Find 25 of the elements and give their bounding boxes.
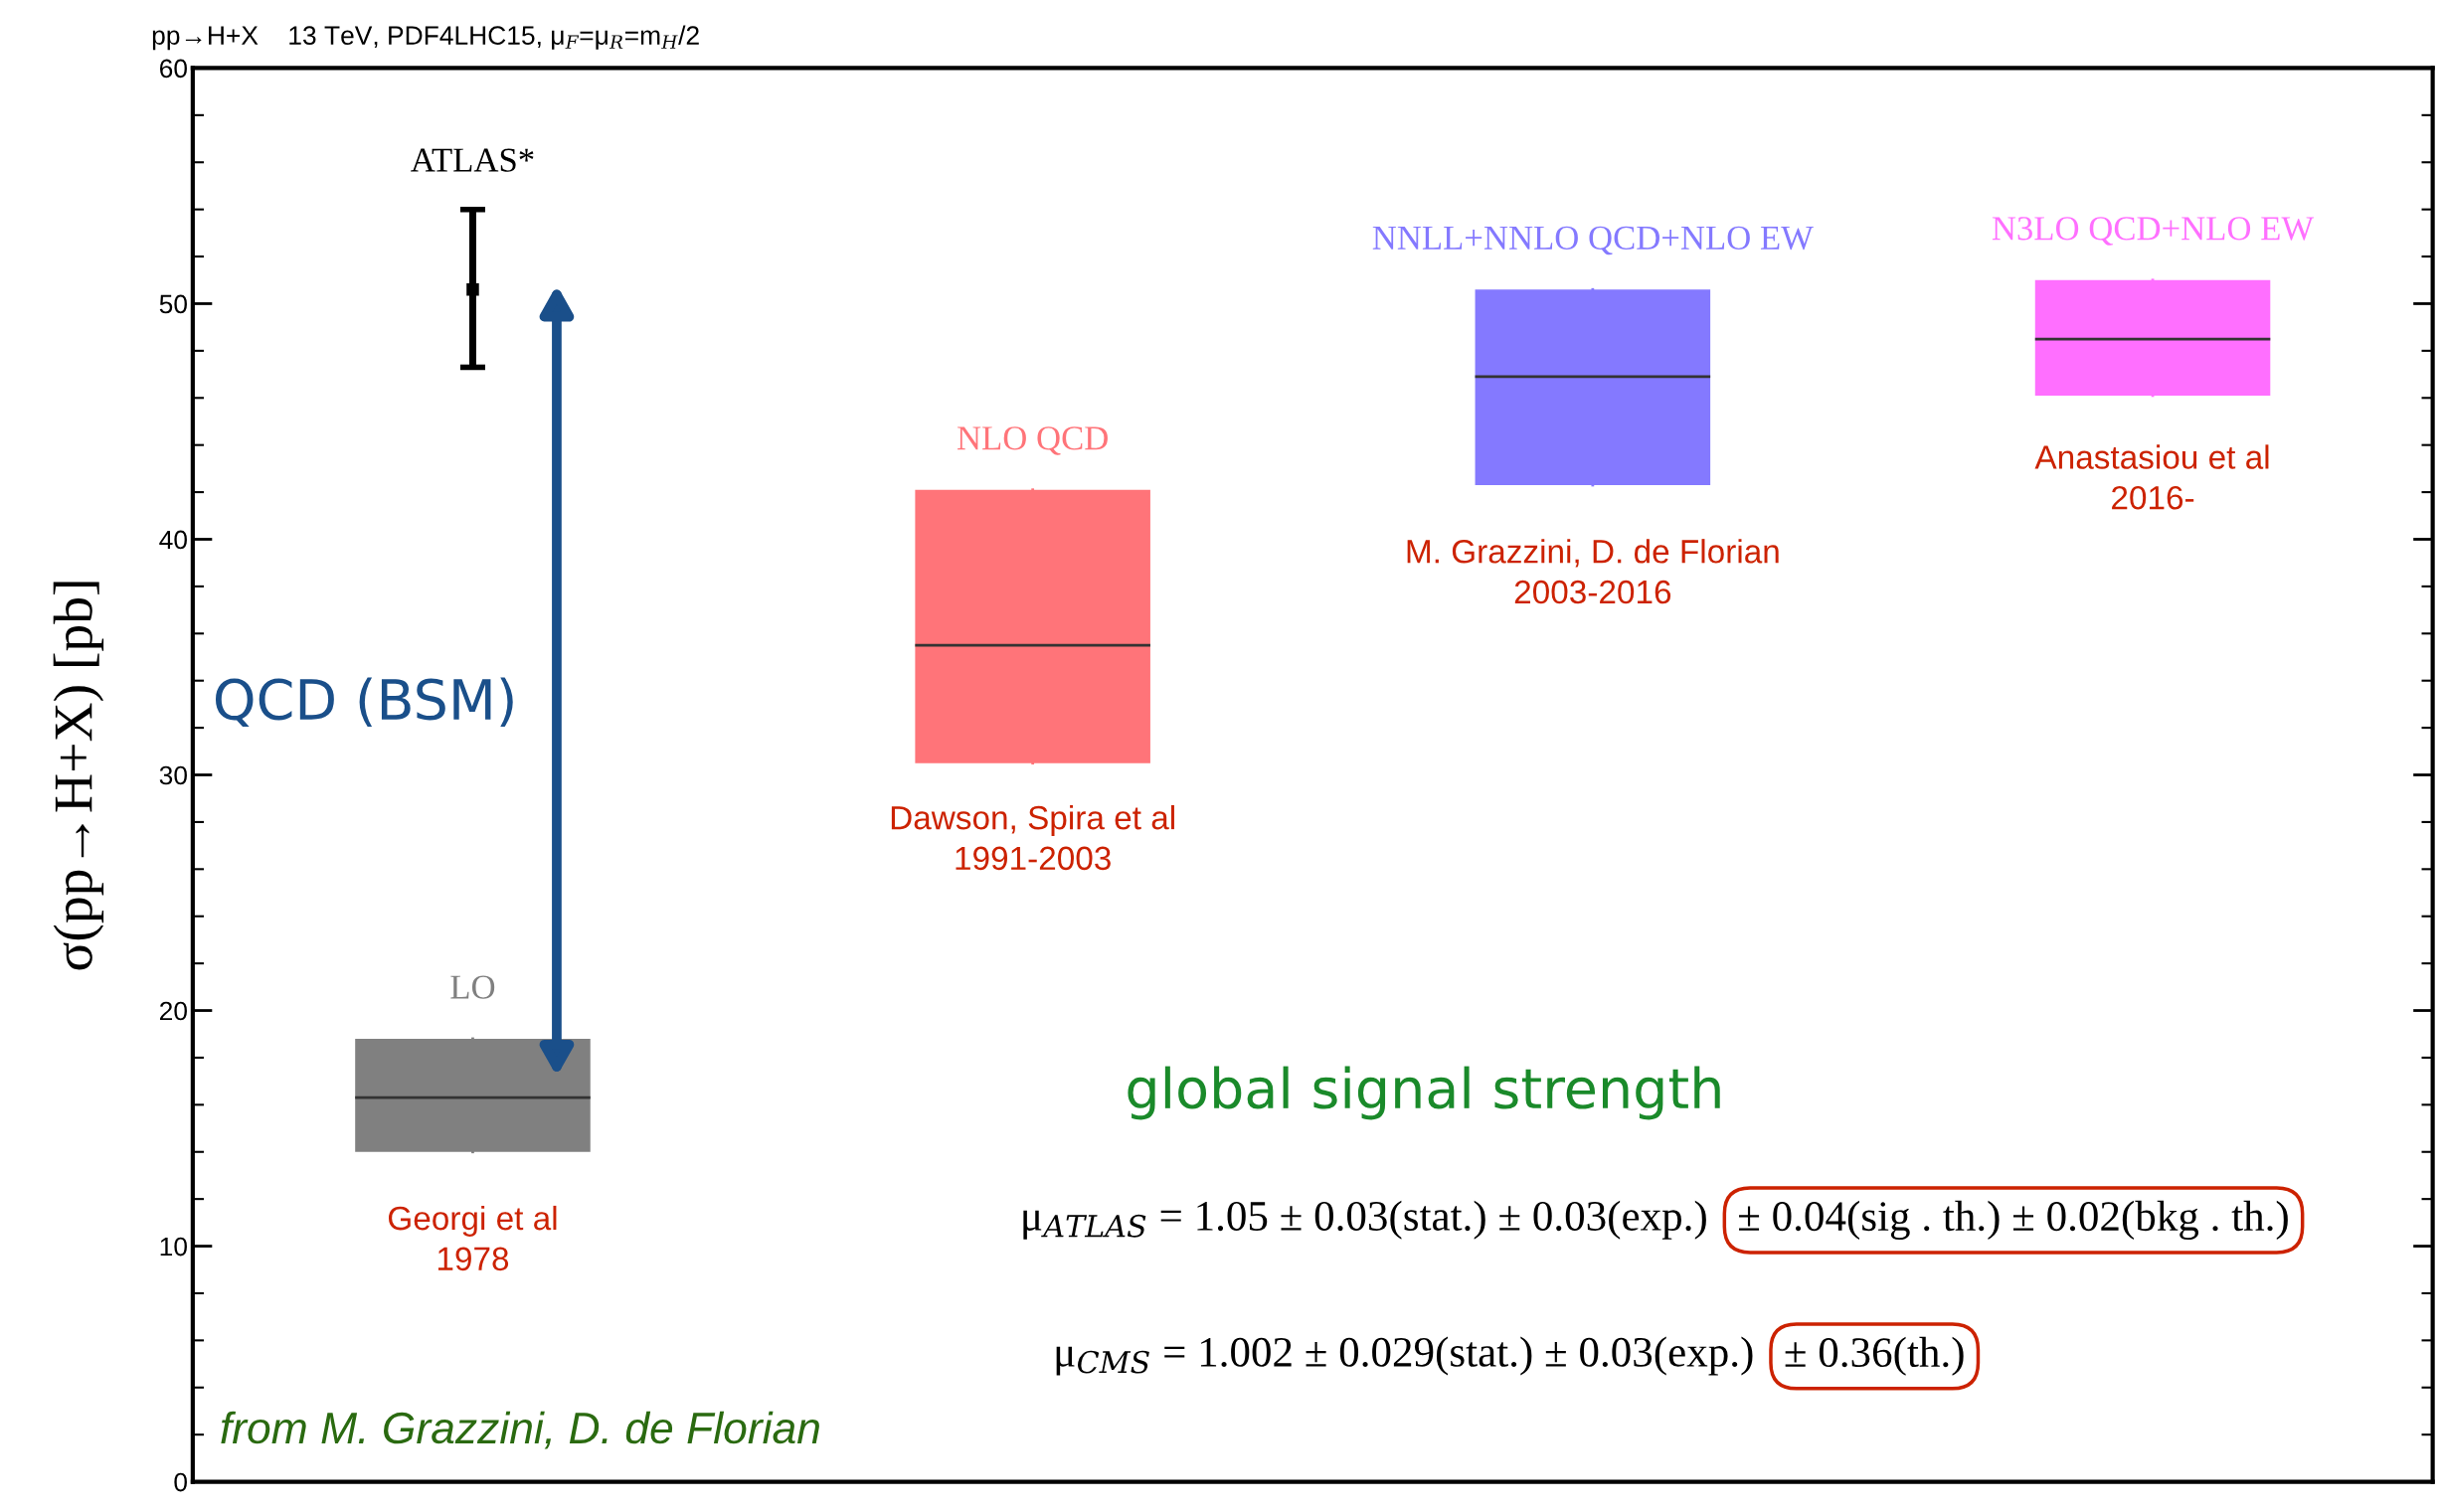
y-tick-label: 30 bbox=[159, 765, 187, 785]
annotation: global signal strength bbox=[1128, 1066, 1720, 1120]
y-axis-title: σ(pp→H+X) [pb] bbox=[53, 582, 104, 970]
series-label: LO bbox=[450, 975, 495, 999]
annotation: QCD (BSM) bbox=[215, 677, 513, 728]
annotation: Anastasiou et al 2016- bbox=[2034, 444, 2269, 510]
annotation: from M. Grazzini, D. de Florian bbox=[221, 1411, 819, 1449]
series-label: NLO QCD bbox=[957, 426, 1108, 455]
y-tick-label: 20 bbox=[159, 1001, 187, 1021]
annotation: μ$_{ATLAS}$ = 1.05 ± 0.03(stat.) ± 0.03(exp.) bbox=[1023, 1200, 1706, 1240]
annotation: μ$_{CMS}$ = 1.002 ± 0.029(stat.) ± 0.03(exp.) bbox=[1056, 1336, 1753, 1376]
y-tick-label: 10 bbox=[160, 1237, 187, 1257]
y-tick-label: 60 bbox=[160, 59, 187, 79]
y-tick-label: 50 bbox=[159, 294, 187, 314]
annotation: Georgi et al 1978 bbox=[388, 1205, 557, 1271]
y-tick-label: 0 bbox=[174, 1472, 187, 1492]
annotation: ± 0.36(th.) bbox=[1785, 1336, 1964, 1376]
chart-title: pp→H+X 13 TeV, PDF4LHC15, μ$_{F}$=μ$_{R}$=m$_{H}$/2 bbox=[152, 25, 699, 51]
annotation: M. Grazzini, D. de Florian 2003-2016 bbox=[1407, 539, 1779, 604]
annotation: ± 0.04(sig . th.) ± 0.02(bkg . th.) bbox=[1739, 1200, 2288, 1241]
series-label: N3LO QCD+NLO EW bbox=[1992, 217, 2315, 246]
y-tick-label: 40 bbox=[159, 530, 187, 550]
annotation: Dawson, Spira et al 1991-2003 bbox=[891, 804, 1174, 871]
series-label: NNLL+NNLO QCD+NLO EW bbox=[1372, 226, 1814, 255]
text: ATLAS* bbox=[411, 148, 534, 172]
